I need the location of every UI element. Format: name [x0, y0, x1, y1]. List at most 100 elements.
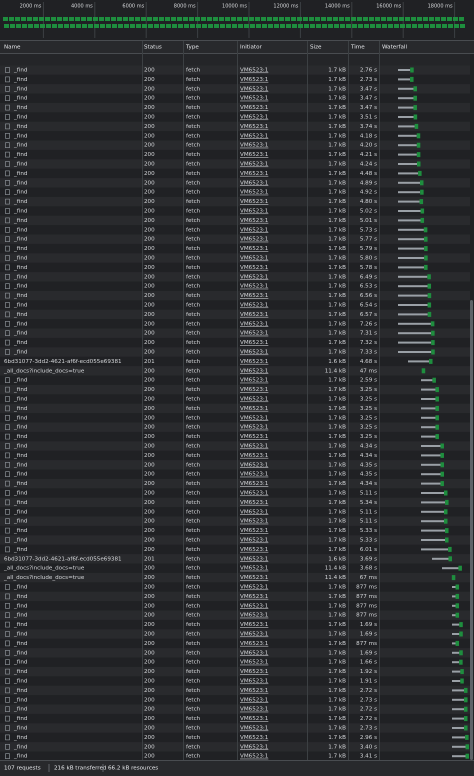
type: fetch: [186, 632, 201, 638]
request-row[interactable]: 6bd31077-3dd2-4621-af6f-ecd055e69381 201 f…: [4, 556, 377, 562]
request-row[interactable]: _find 200 fetch VM6523:1 1.7 kB 4.48 s: [5, 170, 378, 177]
request-row[interactable]: _find 200 fetch VM6523:1 1.7 kB 877 ms: [5, 584, 378, 591]
request-row[interactable]: _find 200 fetch VM6523:1 1.7 kB 7.31 s: [5, 330, 378, 337]
request-row[interactable]: _find 200 fetch VM6523:1 1.7 kB 4.35 s: [5, 471, 378, 478]
request-row[interactable]: _find 200 fetch VM6523:1 1.7 kB 4.80 s: [5, 198, 378, 205]
request-row[interactable]: _find 200 fetch VM6523:1 1.7 kB 877 ms: [5, 602, 378, 609]
request-row[interactable]: _all_docs?include_docs=true 200 fetch VM652…: [3, 575, 377, 581]
request-row[interactable]: _find 200 fetch VM6523:1 1.7 kB 3.47 s: [5, 104, 378, 111]
request-row[interactable]: _find 200 fetch VM6523:1 1.7 kB 5.78 s: [5, 264, 378, 271]
status: 200: [144, 115, 155, 121]
waterfall-download: [459, 622, 463, 628]
request-row[interactable]: _find 200 fetch VM6523:1 1.7 kB 1.69 s: [5, 649, 378, 656]
request-row[interactable]: _find 200 fetch VM6523:1 1.7 kB 5.02 s: [5, 208, 378, 215]
request-row[interactable]: _find 200 fetch VM6523:1 1.7 kB 4.18 s: [5, 133, 378, 139]
request-row[interactable]: _find 200 fetch VM6523:1 1.7 kB 3.51 s: [5, 114, 378, 121]
file-icon: [5, 640, 10, 647]
request-row[interactable]: _find 200 fetch VM6523:1 1.7 kB 6.53 s: [5, 283, 378, 290]
request-row[interactable]: _find 200 fetch VM6523:1 1.7 kB 3.25 s: [5, 405, 378, 412]
file-icon: [5, 546, 10, 553]
status: 200: [144, 350, 155, 356]
request-row[interactable]: _find 200 fetch VM6523:1 1.7 kB 5.11 s: [5, 508, 378, 515]
request-row[interactable]: _find 200 fetch VM6523:1 1.7 kB 5.79 s: [5, 245, 378, 252]
request-row[interactable]: _find 200 fetch VM6523:1 1.7 kB 7.32 s: [5, 339, 378, 346]
status: 200: [144, 744, 155, 750]
request-row[interactable]: _find 200 fetch VM6523:1 1.7 kB 1.66 s: [5, 659, 378, 666]
request-row[interactable]: _find 200 fetch VM6523:1 1.7 kB 2.73 s: [5, 696, 378, 703]
request-row[interactable]: _find 200 fetch VM6523:1 1.7 kB 877 ms: [5, 640, 378, 647]
request-row[interactable]: _find 200 fetch VM6523:1 1.7 kB 5.34 s: [5, 499, 378, 506]
request-row[interactable]: _find 200 fetch VM6523:1 1.7 kB 5.11 s: [5, 518, 378, 525]
request-row[interactable]: _find 200 fetch VM6523:1 1.7 kB 6.54 s: [5, 302, 378, 309]
waterfall-wait: [421, 426, 436, 429]
request-row[interactable]: _find 200 fetch VM6523:1 1.7 kB 4.34 s: [5, 452, 378, 459]
request-row[interactable]: _find 200 fetch VM6523:1 1.7 kB 5.80 s: [5, 255, 378, 262]
request-row[interactable]: _find 200 fetch VM6523:1 1.7 kB 5.01 s: [5, 217, 378, 224]
scrollbar[interactable]: [470, 300, 473, 760]
initiator: VM6523:1: [240, 162, 269, 168]
request-row[interactable]: _find 200 fetch VM6523:1 1.7 kB 4.24 s: [5, 161, 378, 168]
request-row[interactable]: _find 200 fetch VM6523:1 1.7 kB 3.25 s: [5, 386, 378, 393]
request-row[interactable]: _find 200 fetch VM6523:1 1.7 kB 5.73 s: [5, 227, 378, 233]
waterfall-download: [451, 575, 456, 581]
request-row[interactable]: _find 200 fetch VM6523:1 1.7 kB 3.25 s: [5, 414, 378, 421]
request-row[interactable]: _find 200 fetch VM6523:1 1.7 kB 7.33 s: [5, 349, 378, 356]
request-row[interactable]: _find 200 fetch VM6523:1 1.7 kB 4.34 s: [5, 480, 378, 487]
request-row[interactable]: _find 200 fetch VM6523:1 1.7 kB 4.89 s: [5, 180, 378, 186]
request-row[interactable]: _find 200 fetch VM6523:1 1.7 kB 5.77 s: [5, 236, 378, 243]
request-row[interactable]: _all_docs?include_docs=true 200 fetch VM652…: [3, 566, 377, 572]
request-row[interactable]: _find 200 fetch VM6523:1 1.7 kB 3.25 s: [5, 424, 378, 431]
initiator: VM6523:1: [240, 716, 269, 722]
size: 1.7 kB: [328, 425, 346, 431]
request-row[interactable]: _find 200 fetch VM6523:1 1.7 kB 877 ms: [5, 612, 378, 619]
request-row[interactable]: _find 200 fetch VM6523:1 1.7 kB 7.26 s: [5, 320, 378, 327]
request-row[interactable]: _find 200 fetch VM6523:1 1.7 kB 6.56 s: [5, 292, 378, 299]
request-row[interactable]: 6bd31077-3dd2-4621-af6f-ecd055e69381 201 f…: [4, 359, 377, 365]
request-name: _find: [13, 603, 28, 609]
request-row[interactable]: _find 200 fetch VM6523:1 1.7 kB 5.11 s: [5, 490, 378, 497]
request-row[interactable]: _find 200 fetch VM6523:1 1.7 kB 3.47 s: [5, 95, 378, 102]
request-row[interactable]: _find 200 fetch VM6523:1 1.7 kB 3.25 s: [5, 433, 378, 440]
overview-bar: [316, 24, 321, 28]
file-icon: [5, 424, 10, 431]
request-row[interactable]: _find 200 fetch VM6523:1 1.7 kB 2.59 s: [5, 377, 378, 384]
request-row[interactable]: _find 200 fetch VM6523:1 1.7 kB 1.69 s: [5, 631, 378, 638]
waterfall-download: [435, 405, 439, 411]
request-row[interactable]: _find 200 fetch VM6523:1 1.7 kB 1.92 s: [5, 668, 378, 675]
request-row[interactable]: _find 200 fetch VM6523:1 1.7 kB 3.41 s: [5, 753, 378, 760]
status: 200: [144, 293, 155, 299]
request-row[interactable]: _find 200 fetch VM6523:1 1.7 kB 2.73 s: [5, 725, 378, 732]
request-row[interactable]: _find 200 fetch VM6523:1 1.7 kB 4.21 s: [5, 151, 378, 158]
request-row[interactable]: _find 200 fetch VM6523:1 1.7 kB 4.35 s: [5, 461, 378, 468]
request-row[interactable]: _find 200 fetch VM6523:1 1.7 kB 4.20 s: [5, 142, 378, 149]
initiator: VM6523:1: [240, 585, 269, 591]
request-row[interactable]: _find 200 fetch VM6523:1 1.7 kB 877 ms: [5, 593, 378, 600]
request-row[interactable]: _find 200 fetch VM6523:1 1.7 kB 3.47 s: [5, 86, 378, 92]
request-row[interactable]: _find 200 fetch VM6523:1 1.7 kB 1.69 s: [5, 621, 378, 628]
request-name: _find: [13, 415, 28, 421]
row-stripe: [0, 178, 470, 188]
request-row[interactable]: _find 200 fetch VM6523:1 1.7 kB 2.96 s: [5, 734, 378, 741]
request-row[interactable]: _find 200 fetch VM6523:1 1.7 kB 6.57 s: [5, 311, 378, 318]
request-row[interactable]: _find 200 fetch VM6523:1 1.7 kB 2.72 s: [5, 687, 378, 694]
waterfall-download: [444, 490, 448, 496]
request-row[interactable]: _find 200 fetch VM6523:1 1.7 kB 2.72 s: [5, 706, 378, 713]
request-row[interactable]: _find 200 fetch VM6523:1 1.7 kB 2.76 s: [5, 67, 378, 74]
request-row[interactable]: _find 200 fetch VM6523:1 1.7 kB 3.40 s: [5, 743, 378, 750]
initiator: VM6523:1: [240, 538, 269, 544]
request-row[interactable]: _find 200 fetch VM6523:1 1.7 kB 6.49 s: [5, 273, 378, 280]
request-row[interactable]: _find 200 fetch VM6523:1 1.7 kB 6.01 s: [5, 546, 378, 553]
request-row[interactable]: _all_docs?include_docs=true 200 fetch VM652…: [3, 368, 377, 374]
size: 1.7 kB: [328, 594, 346, 600]
request-row[interactable]: _find 200 fetch VM6523:1 1.7 kB 1.91 s: [5, 678, 378, 685]
request-row[interactable]: _find 200 fetch VM6523:1 1.7 kB 5.33 s: [5, 527, 378, 534]
request-row[interactable]: _find 200 fetch VM6523:1 1.7 kB 5.33 s: [5, 537, 378, 544]
request-row[interactable]: _find 200 fetch VM6523:1 1.7 kB 2.72 s: [5, 715, 378, 722]
request-row[interactable]: _find 200 fetch VM6523:1 1.7 kB 3.74 s: [5, 123, 378, 130]
request-row[interactable]: _find 200 fetch VM6523:1 1.7 kB 4.92 s: [5, 189, 378, 196]
request-name: _find: [13, 425, 28, 431]
request-row[interactable]: _find 200 fetch VM6523:1 1.7 kB 3.25 s: [5, 396, 378, 403]
overview-bar: [364, 24, 369, 28]
request-row[interactable]: _find 200 fetch VM6523:1 1.7 kB 4.34 s: [5, 443, 378, 450]
request-row[interactable]: _find 200 fetch VM6523:1 1.7 kB 2.73 s: [5, 76, 378, 83]
